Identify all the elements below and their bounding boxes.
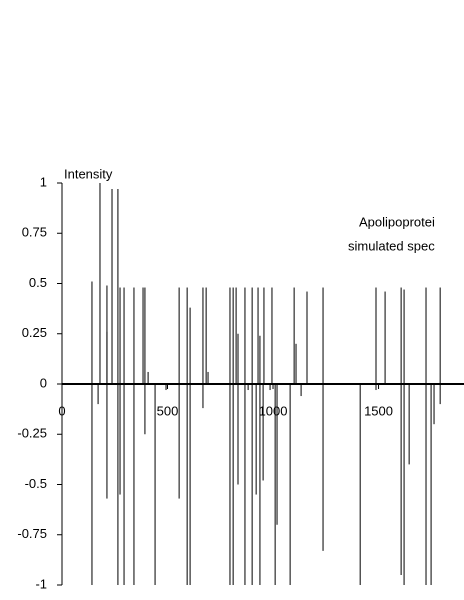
x-tick-label: 1500 (364, 403, 393, 418)
annotation: simulated spec (348, 238, 435, 253)
y-tick-label: 0 (40, 375, 47, 390)
y-tick-label: -1 (35, 576, 47, 591)
y-tick-label: 1 (40, 174, 47, 189)
y-tick-label: 0.5 (29, 275, 47, 290)
y-tick-label: 0.75 (22, 225, 47, 240)
x-tick-label: 500 (157, 403, 179, 418)
x-tick-label: 0 (58, 403, 65, 418)
y-tick-label: -0.25 (17, 426, 47, 441)
annotation: Apolipoprotei (359, 214, 435, 229)
x-tick-label: 1000 (259, 403, 288, 418)
y-tick-label: -0.5 (25, 476, 47, 491)
y-axis-label: Intensity (64, 166, 113, 181)
y-tick-label: -0.75 (17, 526, 47, 541)
y-tick-label: 0.25 (22, 325, 47, 340)
